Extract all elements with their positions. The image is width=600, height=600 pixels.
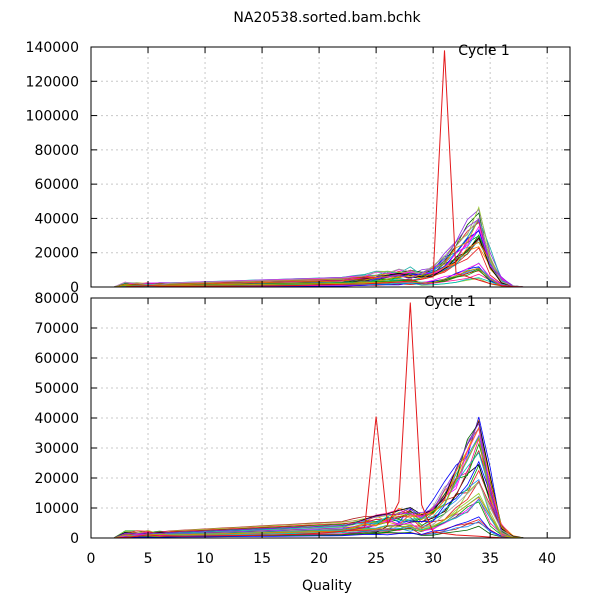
y-tick-label: 60000 [34,351,79,367]
series-line [102,480,536,539]
y-tick-label: 120000 [26,74,79,90]
y-tick-label: 40000 [34,211,79,227]
x-tick-label: 40 [538,551,556,567]
y-tick-label: 40000 [34,411,79,427]
bottom-panel: 0 10000 20000 30000 40000 50000 60000 70000 8000… [34,291,571,567]
y-tick-label: 10000 [34,501,79,517]
y-tick-label: 20000 [34,246,79,262]
cycle-annotation: Cycle 1 [424,294,476,310]
series-line [102,451,536,539]
series-line [102,496,536,539]
x-tick-label: 10 [196,551,214,567]
series-line [102,217,536,288]
cycle-1-series-line [102,302,525,539]
y-tick-label: 80000 [34,291,79,307]
y-tick-label: 80000 [34,143,79,159]
series-line [102,480,536,539]
plot-frame [90,46,571,288]
x-tick-label: 25 [367,551,385,567]
x-tick-label: 0 [87,551,96,567]
x-tick-label: 5 [144,551,153,567]
x-tick-label: 30 [424,551,442,567]
x-axis-label: Quality [302,578,352,594]
y-tick-label: 20000 [34,471,79,487]
x-tick-label: 20 [310,551,328,567]
y-tick-label: 0 [70,280,79,296]
top-panel: 0 20000 40000 60000 80000 100000 120000 140000 C… [26,40,571,296]
y-tick-label: 70000 [34,321,79,337]
series-line [102,422,536,539]
y-tick-label: 30000 [34,441,79,457]
x-tick-label: 35 [481,551,499,567]
cycle-1-series-line [102,50,525,288]
y-tick-label: 140000 [26,40,79,56]
x-tick-label: 15 [253,551,271,567]
y-tick-label: 50000 [34,381,79,397]
cycle-annotation: Cycle 1 [458,43,510,59]
y-tick-label: 60000 [34,177,79,193]
y-tick-label: 0 [70,531,79,547]
y-tick-label: 100000 [26,109,79,125]
chart-title: NA20538.sorted.bam.bchk [233,10,421,26]
